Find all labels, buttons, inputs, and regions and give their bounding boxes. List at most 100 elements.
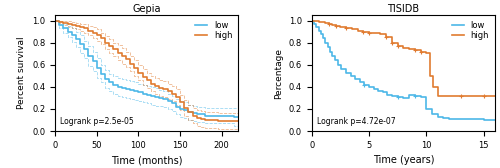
Line: low: low [55, 21, 238, 117]
low [94, 67, 100, 69]
high [354, 30, 360, 32]
high [223, 120, 229, 122]
high [123, 58, 129, 60]
high [326, 23, 332, 25]
low [86, 55, 91, 57]
low [394, 96, 400, 98]
high [231, 120, 237, 122]
Line: low: low [312, 21, 495, 120]
high [202, 119, 208, 121]
high [394, 45, 400, 47]
high [312, 20, 318, 22]
high [98, 37, 104, 39]
low [102, 78, 108, 80]
high [173, 96, 179, 98]
low [469, 118, 475, 120]
low [308, 20, 314, 22]
low [412, 95, 418, 97]
Y-axis label: Percent survival: Percent survival [18, 37, 26, 109]
high [114, 52, 120, 54]
low [362, 84, 368, 86]
high [378, 33, 384, 35]
high [144, 79, 150, 81]
high [86, 30, 91, 32]
high [186, 111, 192, 113]
Title: Gepia: Gepia [132, 4, 161, 14]
high [148, 82, 154, 85]
high [68, 24, 74, 26]
high [366, 32, 372, 34]
low [418, 96, 424, 98]
low [332, 59, 338, 61]
high [164, 90, 170, 92]
low [313, 26, 320, 28]
low [343, 72, 349, 74]
low [320, 37, 326, 39]
low [60, 27, 66, 29]
low [352, 78, 358, 80]
high [372, 32, 378, 34]
high [458, 95, 464, 97]
high [94, 34, 100, 36]
Title: TISIDB: TISIDB [388, 4, 420, 14]
low [424, 108, 430, 110]
low [366, 86, 372, 88]
low [206, 115, 212, 117]
high [446, 95, 452, 97]
low [90, 60, 96, 62]
high [110, 48, 116, 50]
low [131, 90, 137, 92]
Line: high: high [312, 21, 495, 96]
low [236, 116, 242, 118]
low [127, 89, 133, 91]
low [160, 98, 166, 100]
high [426, 75, 432, 77]
low [110, 84, 116, 86]
low [492, 119, 498, 121]
high [360, 31, 366, 33]
high [64, 23, 70, 25]
low [214, 115, 220, 117]
Text: Logrank p=2.5e-05: Logrank p=2.5e-05 [60, 117, 134, 126]
low [148, 95, 154, 97]
high [383, 36, 389, 38]
low [330, 55, 336, 57]
low [440, 117, 446, 119]
low [123, 88, 129, 90]
high [140, 76, 145, 78]
high [198, 118, 204, 120]
low [156, 97, 162, 99]
low [311, 23, 317, 25]
low [318, 33, 324, 35]
low [458, 118, 464, 120]
high [434, 95, 440, 97]
low [429, 113, 435, 115]
low [322, 42, 328, 44]
high [308, 20, 314, 22]
high [218, 120, 224, 122]
high [210, 119, 216, 121]
low [218, 115, 224, 117]
low [106, 81, 112, 83]
high [73, 25, 79, 27]
high [152, 85, 158, 87]
Legend: low, high: low, high [450, 19, 491, 42]
low [198, 113, 204, 115]
high [400, 47, 406, 49]
high [322, 22, 328, 24]
high [418, 51, 424, 53]
low [177, 108, 183, 110]
low [114, 86, 120, 88]
low [406, 94, 412, 96]
low [446, 118, 452, 120]
high [136, 72, 141, 74]
X-axis label: Time (years): Time (years) [372, 155, 434, 165]
low [227, 115, 233, 117]
high [332, 25, 338, 27]
low [335, 64, 341, 66]
low [375, 90, 381, 92]
high [177, 101, 183, 103]
low [144, 94, 150, 96]
low [68, 34, 74, 36]
high [156, 87, 162, 89]
